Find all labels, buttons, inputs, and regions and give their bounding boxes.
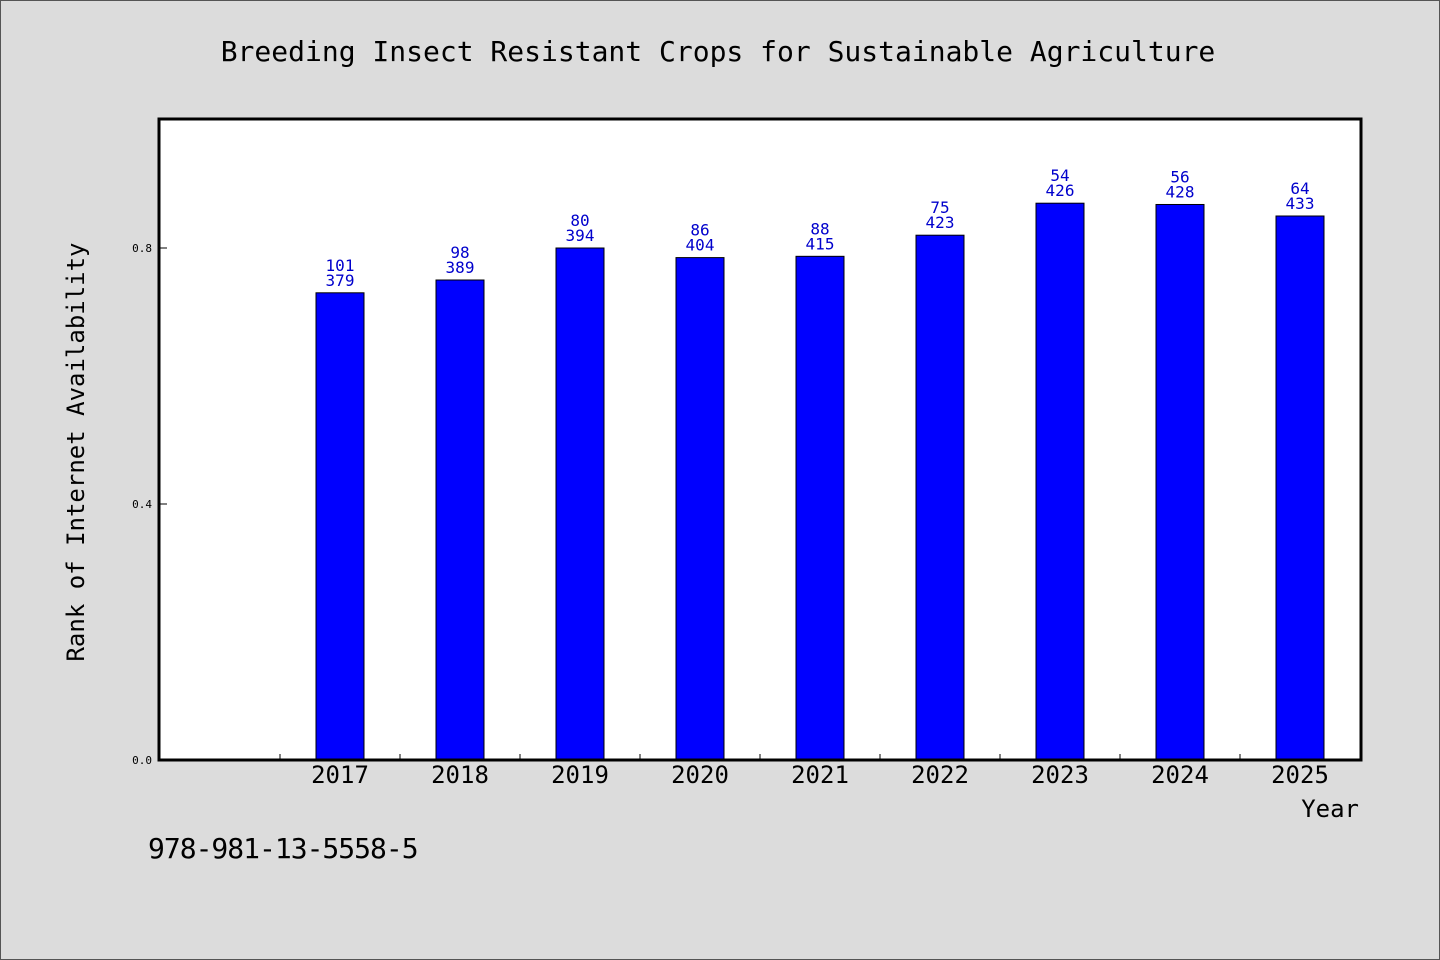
data-label-bottom: 394 bbox=[566, 226, 595, 245]
data-label-top: 88 bbox=[810, 219, 829, 238]
bar bbox=[555, 247, 605, 761]
chart-title: Breeding Insect Resistant Crops for Sust… bbox=[221, 35, 1216, 68]
bar-series bbox=[315, 202, 1325, 761]
y-tick-label: 0.8 bbox=[132, 242, 152, 255]
x-tick-label: 2018 bbox=[431, 761, 489, 789]
x-axis: 2017 2018 2019 2020 2021 2022 2023 2024 2025 bbox=[279, 754, 1329, 789]
data-label-bottom: 415 bbox=[806, 234, 835, 253]
y-axis: 0.0 0.4 0.8 bbox=[132, 242, 167, 767]
data-label-top: 56 bbox=[1170, 167, 1189, 186]
data-label-bottom: 426 bbox=[1046, 181, 1075, 200]
bar bbox=[315, 292, 365, 761]
x-tick-label: 2021 bbox=[791, 761, 849, 789]
x-tick-label: 2017 bbox=[311, 761, 369, 789]
data-label-bottom: 389 bbox=[446, 258, 475, 277]
data-label-bottom: 433 bbox=[1286, 194, 1315, 213]
x-tick-label: 2024 bbox=[1151, 761, 1209, 789]
x-tick-label: 2020 bbox=[671, 761, 729, 789]
data-label-top: 101 bbox=[326, 256, 355, 275]
data-label-top: 80 bbox=[570, 211, 589, 230]
bar bbox=[675, 257, 725, 761]
y-tick-label: 0.4 bbox=[132, 498, 152, 511]
bar bbox=[795, 255, 845, 761]
data-label-top: 98 bbox=[450, 243, 469, 262]
bar bbox=[915, 234, 965, 761]
bar bbox=[1035, 202, 1085, 761]
data-label-bottom: 404 bbox=[686, 236, 715, 255]
data-label-top: 75 bbox=[930, 198, 949, 217]
bar bbox=[1275, 215, 1325, 761]
y-tick-label: 0.0 bbox=[132, 754, 152, 767]
data-label-top: 54 bbox=[1050, 166, 1069, 185]
data-label-bottom: 423 bbox=[926, 213, 955, 232]
data-label-top: 64 bbox=[1290, 179, 1309, 198]
y-axis-title: Rank of Internet Availability bbox=[62, 242, 90, 661]
data-label-bottom: 428 bbox=[1166, 182, 1195, 201]
bar bbox=[1155, 203, 1205, 761]
x-tick-label: 2023 bbox=[1031, 761, 1089, 789]
x-tick-label: 2019 bbox=[551, 761, 609, 789]
plot-border bbox=[157, 117, 1363, 762]
x-axis-title: Year bbox=[1301, 795, 1359, 823]
x-tick-label: 2025 bbox=[1271, 761, 1329, 789]
x-tick-label: 2022 bbox=[911, 761, 969, 789]
footer-code: 978-981-13-5558-5 bbox=[148, 832, 419, 865]
data-label-bottom: 379 bbox=[326, 271, 355, 290]
data-label-top: 86 bbox=[690, 221, 709, 240]
bar bbox=[435, 279, 485, 761]
